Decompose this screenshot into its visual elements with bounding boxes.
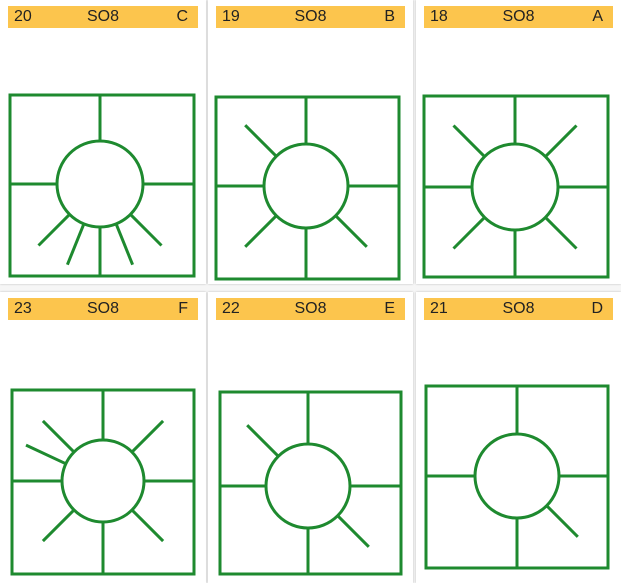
sun-ray: [131, 419, 165, 453]
card-header: 23 SO8 F: [8, 298, 198, 320]
sun-ray: [335, 215, 368, 248]
card-header: 18 SO8 A: [424, 6, 613, 28]
sun-ray: [546, 505, 579, 538]
sun-ray: [41, 419, 75, 453]
sun-diagram: [8, 93, 196, 278]
sun-ray: [115, 224, 134, 266]
card: 21 SO8 D: [416, 292, 621, 583]
card-number: 20: [14, 8, 32, 25]
sun-circle: [262, 142, 350, 230]
sun-diagram: [10, 388, 196, 576]
sun-diagram: [214, 95, 401, 281]
sun-ray: [545, 217, 578, 250]
card-letter: E: [384, 300, 395, 317]
sun-ray: [545, 124, 578, 157]
card-header: 22 SO8 E: [216, 298, 405, 320]
sun-ray: [452, 217, 485, 250]
card-letter: A: [592, 8, 603, 25]
card-number: 18: [430, 8, 448, 25]
sun-diagram: [422, 94, 610, 279]
card-letter: F: [178, 300, 188, 317]
card-code: SO8: [502, 8, 535, 25]
card-number: 21: [430, 300, 448, 317]
sun-ray: [131, 509, 165, 543]
card-code: SO8: [294, 300, 327, 317]
sun-circle: [60, 438, 146, 524]
outer-square: [218, 390, 403, 576]
card-letter: C: [176, 8, 188, 25]
sun-circle: [470, 142, 560, 232]
card-letter: B: [384, 8, 395, 25]
sun-diagram: [424, 384, 610, 570]
card: 20 SO8 C: [0, 0, 206, 284]
card-number: 23: [14, 300, 32, 317]
card: 18 SO8 A: [416, 0, 621, 284]
sun-ray: [41, 509, 75, 543]
card-header: 19 SO8 B: [216, 6, 405, 28]
card-code: SO8: [294, 8, 327, 25]
sun-diagram: [218, 390, 403, 576]
sun-ray: [246, 424, 279, 457]
card: 22 SO8 E: [208, 292, 413, 583]
sun-ray: [452, 124, 485, 157]
card: 23 SO8 F: [0, 292, 206, 583]
sun-ray: [37, 214, 70, 247]
sun-circle: [264, 442, 352, 530]
card-number: 19: [222, 8, 240, 25]
sun-ray: [244, 215, 277, 248]
card: 19 SO8 B: [208, 0, 413, 284]
sun-ray: [337, 515, 370, 548]
sun-circle: [55, 139, 145, 229]
card-header: 21 SO8 D: [424, 298, 613, 320]
card-letter: D: [591, 300, 603, 317]
sun-circle: [473, 432, 561, 520]
card-code: SO8: [86, 300, 119, 317]
card-code: SO8: [502, 300, 535, 317]
card-number: 22: [222, 300, 240, 317]
sun-ray: [130, 214, 163, 247]
card-code: SO8: [86, 8, 119, 25]
sun-ray: [244, 124, 277, 157]
sun-ray: [25, 443, 66, 465]
sun-ray: [66, 224, 85, 266]
card-header: 20 SO8 C: [8, 6, 198, 28]
